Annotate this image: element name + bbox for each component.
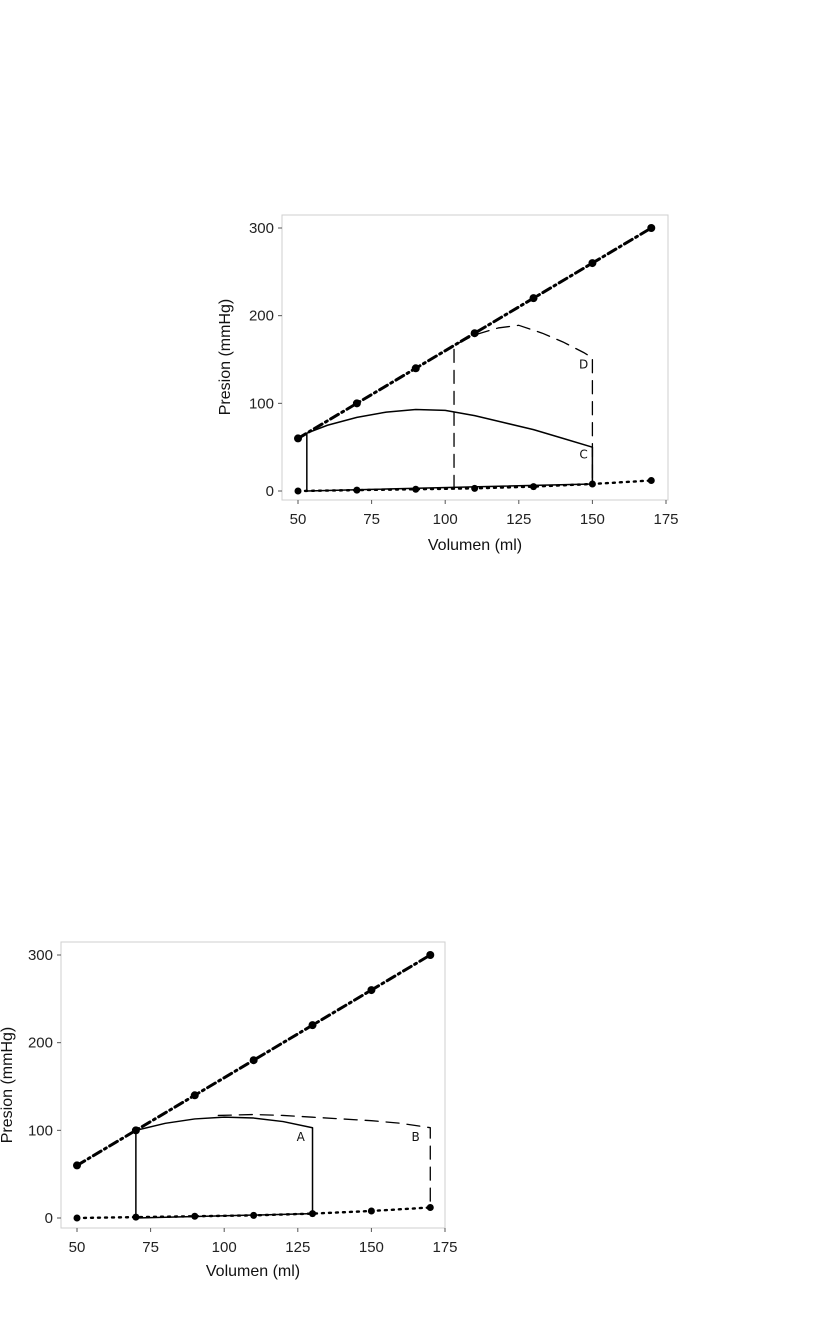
bottom-espvr-point [190,1091,199,1100]
bottom-y-tick-label: 300 [28,947,53,964]
bottom-loop-label-b: B [411,1130,419,1144]
pv-loop-chart-top: 50 75 100 125 150 175 0 100 200 300 Volumen (ml) Pr… [217,214,679,554]
top-espvr-point [647,224,656,232]
bottom-y-tick-label: 200 [28,1035,53,1052]
bottom-y-tick-label: 0 [45,1210,53,1227]
bottom-espvr-point [73,1161,81,1170]
bottom-edpvr-point [367,1207,375,1215]
top-espvr-point [294,434,302,443]
bottom-x-tick-label: 175 [432,1239,457,1256]
top-edpvr-point [294,487,302,495]
top-plot: 50 75 100 125 150 175 0 100 200 300 Volumen (ml) Pr… [217,214,679,554]
bottom-espvr-point [367,986,376,995]
bottom-edpvr-point [426,1203,434,1211]
bottom-edpvr-point [73,1214,81,1222]
bottom-x-tick-label: 125 [285,1239,310,1256]
bottom-y-axis-title: Presion (mmHg) [0,1027,16,1143]
top-y-axis-title: Presion (mmHg) [217,299,234,415]
top-loop-label-d: D [579,357,588,371]
top-x-tick-label: 50 [290,511,307,528]
bottom-x-tick-label: 75 [142,1239,159,1256]
bottom-loop-a-line [135,1116,314,1219]
top-edpvr-point [412,485,420,493]
bottom-y-tick-label: 100 [28,1122,53,1139]
bottom-plot: 50 75 100 125 150 175 0 100 200 300 Volumen (ml) Pr… [0,941,458,1280]
top-x-tick-label: 150 [580,511,605,528]
top-espvr-point [411,364,420,373]
top-plot-frame [281,214,669,501]
bottom-espvr-point [308,1021,317,1030]
bottom-loop-label-a: A [297,1130,306,1144]
bottom-x-tick-label: 100 [212,1239,237,1256]
bottom-plot-frame [60,941,446,1229]
top-x-tick-label: 75 [363,511,380,528]
top-edpvr-point [647,476,655,484]
bottom-loop-b-line [217,1113,431,1209]
bottom-x-tick-label: 50 [69,1239,86,1256]
top-espvr-point [352,399,361,408]
top-loop-d-line [453,324,594,490]
top-loop-label-c: C [579,448,587,462]
top-x-tick-label: 175 [653,511,678,528]
top-x-axis-title: Volumen (ml) [428,537,522,554]
top-x-tick-label: 125 [506,511,531,528]
top-y-tick-label: 300 [249,220,274,237]
top-espvr-point [588,259,597,268]
bottom-x-tick-label: 150 [359,1239,384,1256]
top-x-tick-label: 100 [433,511,458,528]
top-loop-c-line [306,408,594,492]
bottom-x-axis-title: Volumen (ml) [206,1263,300,1280]
bottom-espvr-point [426,951,435,959]
bottom-espvr-point [249,1056,258,1065]
top-espvr-point [470,329,479,338]
top-espvr-point [529,294,538,303]
top-y-tick-label: 100 [249,395,274,412]
top-y-tick-label: 0 [266,483,274,500]
top-y-tick-label: 200 [249,308,274,325]
